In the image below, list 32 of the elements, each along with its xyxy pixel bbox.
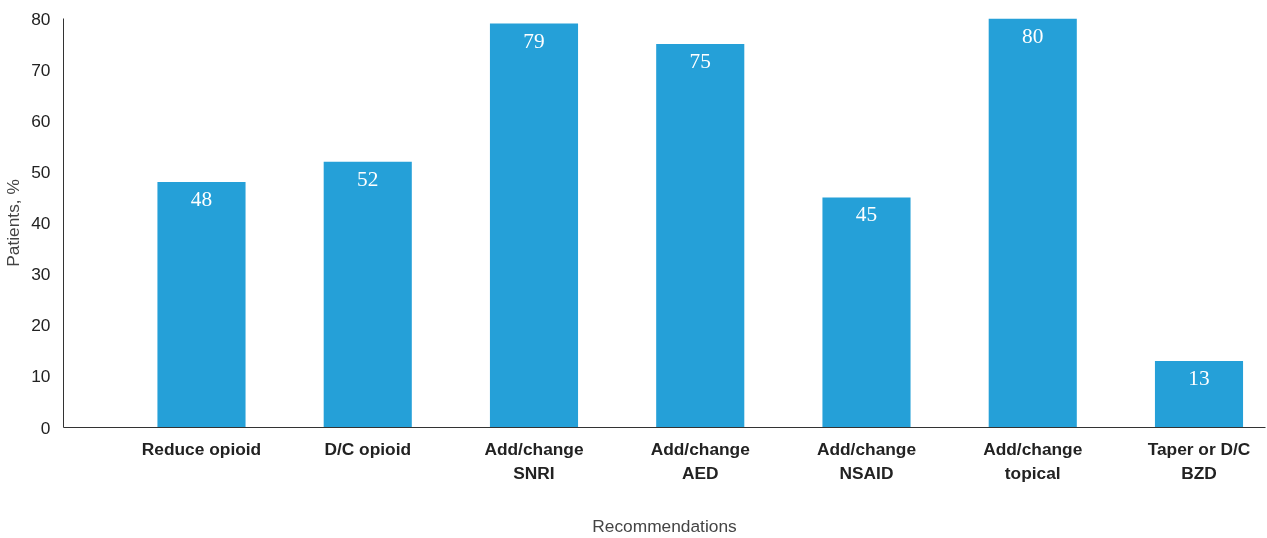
- bar: [988, 18, 1077, 428]
- y-tick-label: 70: [31, 59, 51, 80]
- bar: [323, 161, 412, 428]
- bar: [157, 182, 246, 428]
- data-label: 80: [1022, 23, 1044, 48]
- x-tick-label: Add/change AED: [650, 438, 751, 483]
- data-label: 52: [357, 166, 379, 191]
- bar: [656, 44, 745, 428]
- x-axis-title: Recommendations: [592, 515, 738, 536]
- bar: [1154, 361, 1244, 428]
- y-tick-label: 60: [31, 110, 51, 131]
- y-axis-title: Patients, %: [3, 179, 24, 267]
- x-tick-label: Taper or D/C BZD: [1147, 438, 1251, 483]
- x-tick-label: Add/change SNRI: [484, 438, 584, 483]
- x-tick-label: Add/change NSAID: [816, 438, 917, 483]
- y-tick-label: 20: [31, 315, 51, 336]
- data-label: 79: [523, 28, 545, 53]
- data-label: 48: [190, 187, 213, 212]
- bar: [489, 23, 579, 428]
- y-tick-label: 30: [31, 264, 51, 285]
- data-label: 45: [855, 202, 878, 227]
- data-label: 75: [689, 49, 711, 74]
- y-tick-label: 0: [40, 417, 51, 438]
- y-tick-label: 40: [31, 213, 51, 233]
- y-tick-label: 80: [31, 8, 51, 29]
- x-tick-label: Reduce opioid: [141, 438, 262, 459]
- data-label: 13: [1188, 366, 1210, 391]
- y-tick-label: 10: [31, 366, 51, 387]
- bar: [822, 197, 911, 428]
- x-tick-label: D/C opioid: [324, 438, 412, 459]
- x-tick-label: Add/change topical: [983, 438, 1083, 483]
- y-tick-label: 50: [31, 161, 51, 182]
